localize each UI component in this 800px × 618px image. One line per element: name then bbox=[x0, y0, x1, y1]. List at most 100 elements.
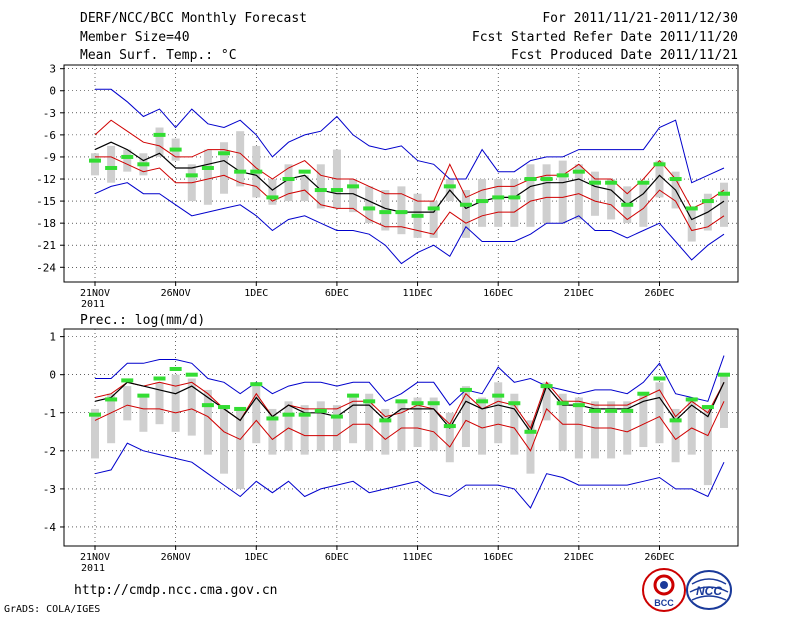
variable-label: Mean Surf. Temp.: °C bbox=[80, 48, 237, 63]
temp-observed-marker bbox=[588, 180, 601, 185]
temp-x-tick-label: 21DEC bbox=[564, 288, 594, 299]
temp-spread-box bbox=[639, 182, 648, 227]
prec-observed-marker bbox=[121, 378, 134, 383]
temp-observed-marker bbox=[218, 151, 231, 156]
temp-x-tick-label: 6DEC bbox=[325, 288, 349, 299]
source-url[interactable]: http://cmdp.ncc.cma.gov.cn bbox=[74, 583, 278, 598]
temp-spread-box bbox=[607, 179, 616, 220]
temp-y-tick-label: 3 bbox=[49, 63, 56, 76]
temp-y-tick-label: -24 bbox=[36, 261, 56, 274]
temp-observed-marker bbox=[572, 169, 585, 174]
prec-spread-box bbox=[413, 397, 422, 448]
ncc-logo-text: NCC bbox=[696, 584, 722, 598]
forecast-period: For 2011/11/21-2011/12/30 bbox=[542, 11, 738, 26]
prec-observed-marker bbox=[411, 401, 424, 406]
prec-observed-marker bbox=[556, 401, 569, 406]
prec-observed-marker bbox=[701, 405, 714, 410]
temp-y-tick-label: -15 bbox=[36, 195, 56, 208]
prec-spread-box bbox=[203, 389, 212, 455]
prec-observed-marker bbox=[379, 418, 392, 423]
prec-x-tick-label: 1DEC bbox=[244, 552, 268, 563]
temp-spread-box bbox=[461, 190, 470, 238]
prec-observed-marker bbox=[524, 429, 537, 434]
temp-observed-marker bbox=[395, 210, 408, 215]
prec-spread-box bbox=[574, 397, 583, 459]
temp-spread-box bbox=[526, 164, 535, 227]
prec-y-tick-label: -2 bbox=[43, 445, 56, 458]
prec-spread-box bbox=[607, 401, 616, 459]
temp-observed-marker bbox=[379, 210, 392, 215]
temp-spread-box bbox=[687, 208, 696, 242]
precip-panel-title: Prec.: log(mm/d) bbox=[80, 313, 205, 328]
temp-observed-marker bbox=[201, 165, 214, 170]
prec-observed-marker bbox=[395, 399, 408, 404]
prec-observed-marker bbox=[282, 412, 295, 417]
prec-spread-box bbox=[478, 397, 487, 455]
temp-observed-marker bbox=[121, 154, 134, 159]
prec-x-tick-label: 26DEC bbox=[644, 552, 674, 563]
prec-observed-marker bbox=[427, 401, 440, 406]
prec-spread-box bbox=[381, 408, 390, 455]
prec-y-tick-label: 1 bbox=[49, 331, 56, 344]
temp-spread-box bbox=[155, 127, 164, 157]
temp-observed-marker bbox=[266, 195, 279, 200]
temp-observed-marker bbox=[282, 177, 295, 182]
prec-observed-marker bbox=[234, 406, 247, 411]
temp-observed-marker bbox=[89, 158, 101, 163]
temp-max-line bbox=[95, 88, 725, 184]
temp-spread-box bbox=[720, 182, 728, 227]
prec-observed-marker bbox=[508, 401, 521, 406]
prec-observed-marker bbox=[266, 416, 279, 421]
temp-lower-line bbox=[95, 156, 725, 235]
temp-observed-marker bbox=[363, 206, 376, 211]
prec-observed-marker bbox=[169, 366, 182, 371]
prec-observed-marker bbox=[718, 372, 730, 377]
prec-x-tick-label: 6DEC bbox=[325, 552, 349, 563]
temp-observed-marker bbox=[443, 184, 456, 189]
prec-spread-box bbox=[155, 382, 164, 425]
prec-y-tick-label: -3 bbox=[43, 483, 56, 496]
prec-spread-box bbox=[494, 382, 503, 444]
prec-observed-marker bbox=[218, 405, 231, 410]
prec-observed-marker bbox=[685, 397, 698, 402]
prec-observed-marker bbox=[298, 412, 311, 417]
temp-observed-marker bbox=[185, 173, 198, 178]
prec-observed-marker bbox=[89, 412, 101, 417]
prec-y-tick-label: 0 bbox=[49, 369, 56, 382]
temp-observed-marker bbox=[540, 177, 553, 182]
prec-spread-box bbox=[671, 408, 680, 463]
prec-min-line bbox=[94, 442, 725, 509]
temp-spread-box bbox=[107, 145, 116, 183]
temp-x-tick-label: 26DEC bbox=[644, 288, 674, 299]
prec-spread-box bbox=[123, 386, 132, 421]
temp-observed-marker bbox=[314, 188, 327, 193]
prec-spread-box bbox=[139, 397, 148, 432]
temp-x-tick-label: 11DEC bbox=[403, 288, 433, 299]
prec-observed-marker bbox=[201, 403, 214, 408]
temp-x-tick-label: 16DEC bbox=[483, 288, 513, 299]
prec-spread-box bbox=[107, 393, 116, 444]
prec-observed-marker bbox=[250, 382, 263, 387]
prec-spread-box bbox=[91, 408, 99, 459]
prec-observed-marker bbox=[330, 414, 343, 419]
chart-title: DERF/NCC/BCC Monthly Forecast bbox=[80, 11, 307, 26]
prec-spread-box bbox=[526, 420, 535, 474]
temp-spread-box bbox=[91, 153, 99, 176]
temp-spread-box bbox=[220, 142, 229, 194]
temp-spread-box bbox=[510, 179, 519, 227]
temp-observed-marker bbox=[153, 132, 166, 137]
temp-upper-line bbox=[94, 119, 725, 210]
prec-spread-box bbox=[220, 405, 229, 474]
temp-observed-marker bbox=[492, 195, 505, 200]
prec-x-tick-label: 21DEC bbox=[564, 552, 594, 563]
temp-y-tick-label: -12 bbox=[36, 173, 56, 186]
temp-observed-marker bbox=[427, 206, 440, 211]
temp-x-tick-label: 21NOV bbox=[80, 288, 110, 299]
forecast-produced-date: Fcst Produced Date 2011/11/21 bbox=[511, 48, 738, 63]
temp-spread-box bbox=[429, 201, 438, 238]
prec-y-tick-label: -4 bbox=[43, 521, 57, 534]
temp-observed-marker bbox=[137, 162, 150, 167]
member-size-label: Member Size=40 bbox=[80, 30, 190, 45]
prec-mean-line bbox=[94, 381, 725, 434]
